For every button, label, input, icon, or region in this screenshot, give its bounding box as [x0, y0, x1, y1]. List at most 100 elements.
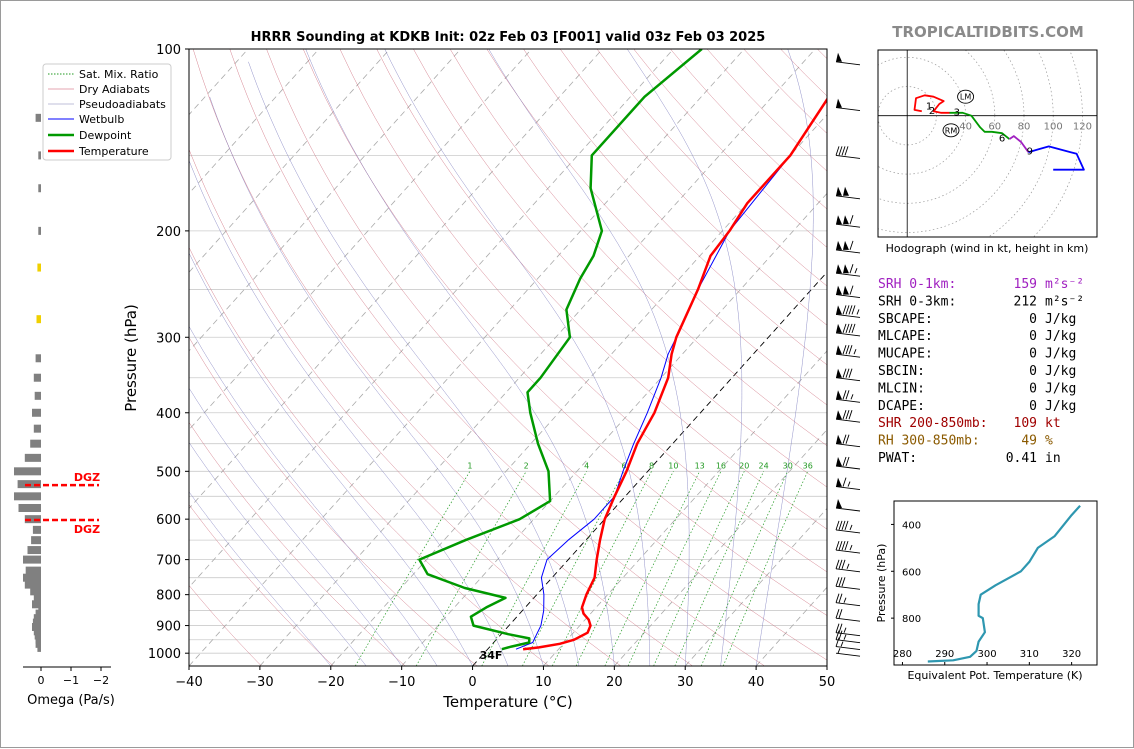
surface-temp-label: 34F — [480, 649, 503, 662]
hodograph-ring-label: 80 — [1018, 122, 1031, 133]
legend-item-dry: Dry Adiabats — [79, 83, 150, 96]
barb-shaft — [836, 273, 860, 276]
barb-flag — [836, 215, 842, 224]
barb-flag — [836, 390, 842, 399]
wind-barb — [836, 594, 860, 606]
x-tick-label: 0 — [468, 675, 476, 690]
barb-half — [848, 482, 850, 487]
barb-full — [846, 390, 849, 399]
theta-x-tick-label: 280 — [893, 649, 912, 660]
stat-label: SHR 200-850mb: — [878, 416, 988, 431]
stat-unit: J/kg — [1045, 364, 1076, 379]
barb-half — [850, 545, 852, 550]
hodograph-height-label: 6 — [999, 134, 1005, 145]
barb-full — [839, 609, 842, 618]
stat-unit: kt — [1045, 416, 1061, 431]
moist-adiabat — [85, 237, 367, 666]
barb-shaft — [836, 314, 860, 317]
barb-full — [839, 521, 842, 530]
mixing-ratio-line — [576, 471, 673, 666]
legend-item-mixing: Sat. Mix. Ratio — [79, 68, 159, 81]
barb-full — [843, 390, 846, 399]
omega-bar — [26, 567, 41, 575]
wind-barbs — [836, 53, 860, 656]
x-tick-label: 10 — [535, 675, 552, 690]
mixing-ratio-label: 1 — [467, 461, 472, 470]
barb-full — [849, 305, 852, 314]
barb-shaft — [836, 603, 860, 606]
mixing-ratio-label: 8 — [649, 461, 654, 470]
barb-flag — [836, 305, 842, 314]
theta-e-frame — [894, 501, 1097, 665]
wind-barb — [836, 264, 860, 276]
omega-bar — [38, 227, 41, 235]
barb-flag — [843, 241, 849, 250]
barb-shaft — [836, 196, 860, 199]
stat-label: SRH 0-1km: — [878, 277, 956, 292]
omega-bar — [23, 556, 41, 564]
omega-bar — [33, 526, 41, 534]
barb-full — [852, 324, 855, 333]
isotherm-line — [260, 49, 815, 666]
omega-bar — [38, 151, 41, 159]
x-tick-label: −10 — [388, 675, 415, 690]
theta-x-tick-label: 320 — [1062, 649, 1081, 660]
wind-barb — [836, 478, 860, 490]
moist-adiabat — [152, 164, 473, 666]
omega-bar — [37, 264, 41, 272]
barb-shaft — [836, 508, 860, 511]
moist-adiabat — [248, 62, 579, 666]
barb-full — [845, 146, 848, 155]
barb-half — [844, 628, 846, 633]
dry-adiabat — [817, 49, 1134, 666]
barb-shaft — [836, 530, 860, 533]
hodograph-segment — [1009, 136, 1028, 152]
barb-full — [842, 521, 845, 530]
isotherm-line — [756, 49, 1134, 666]
barb-flag — [843, 215, 849, 224]
dry-adiabat — [230, 49, 765, 666]
barb-shaft — [836, 466, 860, 469]
barb-shaft — [836, 444, 860, 447]
barb-full — [852, 305, 855, 314]
barb-flag — [836, 410, 842, 419]
mixing-ratio-label: 20 — [739, 461, 749, 470]
barb-shaft — [836, 250, 860, 253]
barb-full — [843, 435, 846, 444]
barb-full — [849, 369, 852, 378]
legend-item-pseudo: Pseudoadiabats — [79, 98, 166, 111]
y-tick-label: 900 — [156, 620, 181, 635]
legend-item-dewpoint: Dewpoint — [79, 129, 132, 142]
barb-half — [838, 648, 840, 653]
x-axis-label: Temperature (°C) — [442, 693, 572, 711]
wind-barb — [836, 541, 860, 553]
moist-adiabat — [306, 49, 615, 666]
moist-adiabat — [627, 49, 742, 666]
omega-axis-label: Omega (Pa/s) — [27, 693, 115, 708]
mixing-ratio-line — [654, 471, 745, 666]
mixing-ratio-label: 10 — [668, 461, 678, 470]
isotherm-line — [118, 49, 673, 666]
wind-barb — [836, 521, 860, 533]
wind-barb — [836, 241, 860, 253]
chart-title: HRRR Sounding at KDKB Init: 02z Feb 03 [… — [251, 30, 766, 45]
barb-full — [843, 478, 846, 487]
barb-full — [839, 146, 842, 155]
wind-barb — [836, 457, 860, 469]
skewt-frame — [189, 49, 827, 666]
stat-label: SBCAPE: — [878, 312, 933, 327]
mixing-ratio-label: 4 — [584, 461, 589, 470]
barb-flag — [836, 99, 842, 108]
barb-half — [844, 635, 846, 640]
isotherm-line — [402, 49, 957, 666]
dry-adiabat — [193, 49, 693, 666]
barb-full — [849, 324, 852, 333]
mixing-ratio-label: 36 — [803, 461, 813, 470]
barb-shaft — [836, 653, 860, 656]
barb-full — [843, 369, 846, 378]
y-tick-label: 1000 — [148, 647, 181, 662]
barb-full — [843, 345, 846, 354]
mixing-ratio-line — [605, 471, 700, 666]
barb-full — [843, 457, 846, 466]
